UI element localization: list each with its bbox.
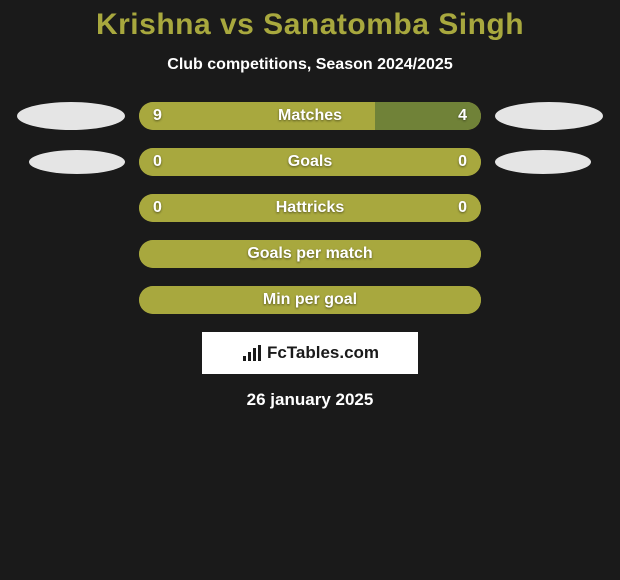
stat-row: 00Hattricks [0,194,620,222]
stat-label: Goals per match [139,240,481,268]
stat-bar: 00Goals [139,148,481,176]
stat-bar: Goals per match [139,240,481,268]
player-left-avatar [17,102,125,130]
brand-text: FcTables.com [267,343,379,363]
player-right-avatar [495,150,591,174]
bars-container: 94Matches 00Goals 00Hattricks Goals per mat… [0,102,620,314]
player-right-avatar [495,102,603,130]
chart-icon [241,344,263,362]
stat-row: 00Goals [0,148,620,176]
stat-bar: 94Matches [139,102,481,130]
comparison-infographic: Krishna vs Sanatomba Singh Club competit… [0,0,620,410]
stat-row: 94Matches [0,102,620,130]
stat-label: Min per goal [139,286,481,314]
stat-bar: Min per goal [139,286,481,314]
page-title: Krishna vs Sanatomba Singh [0,8,620,42]
stat-label: Goals [139,148,481,176]
stat-label: Matches [139,102,481,130]
stat-bar: 00Hattricks [139,194,481,222]
player-left-avatar [29,150,125,174]
stat-label: Hattricks [139,194,481,222]
brand-box: FcTables.com [202,332,418,374]
subtitle: Club competitions, Season 2024/2025 [0,56,620,74]
date-label: 26 january 2025 [0,390,620,410]
stat-row: Min per goal [0,286,620,314]
stat-row: Goals per match [0,240,620,268]
